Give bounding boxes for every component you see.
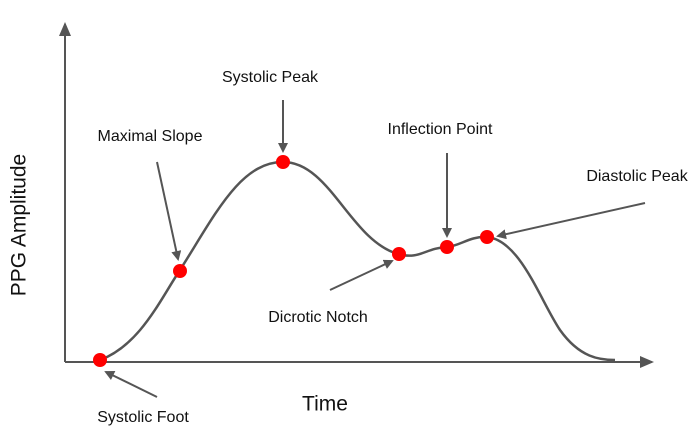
arrow: [156, 161, 182, 261]
point-label: Maximal Slope: [98, 128, 203, 145]
point-label: Systolic Foot: [97, 409, 189, 426]
ppg-curve: [99, 160, 616, 362]
point-marker: [276, 155, 290, 169]
arrow: [104, 371, 158, 398]
point-label: Diastolic Peak: [586, 168, 688, 185]
y-axis-label: PPG Amplitude: [8, 154, 31, 296]
point-marker: [440, 240, 454, 254]
point-marker: [173, 264, 187, 278]
arrow: [329, 259, 394, 291]
x-axis-label: Time: [302, 393, 348, 416]
point-marker: [480, 230, 494, 244]
point-marker: [392, 247, 406, 261]
arrow: [496, 202, 646, 240]
point-marker: [93, 353, 107, 367]
point-label: Inflection Point: [388, 121, 494, 138]
point-label: Systolic Peak: [222, 69, 319, 86]
point-label: Dicrotic Notch: [268, 309, 368, 326]
